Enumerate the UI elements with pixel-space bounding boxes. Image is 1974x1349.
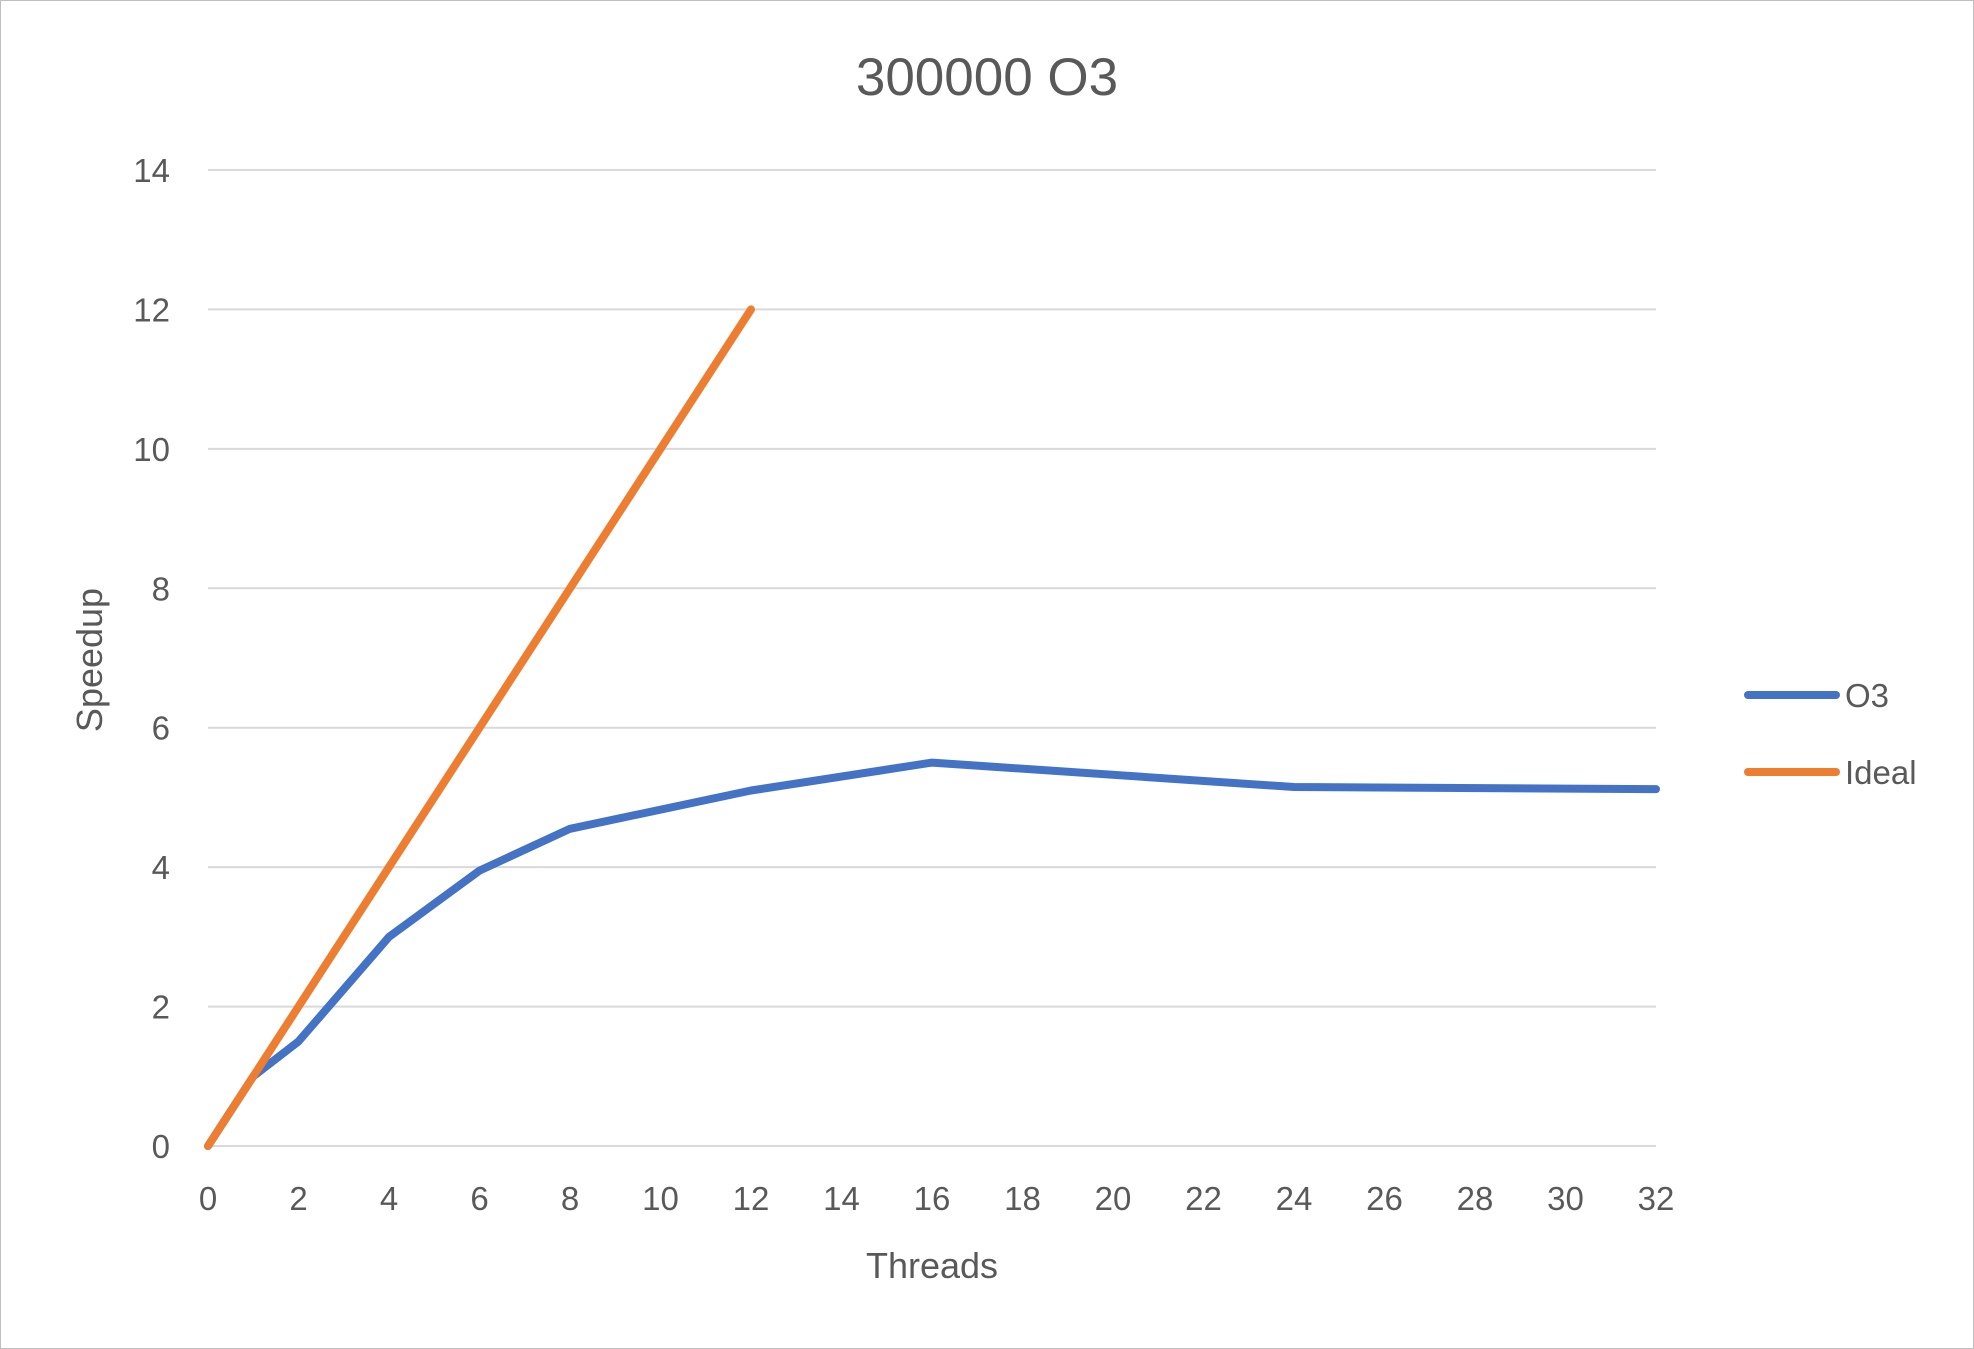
series-line-o3 xyxy=(204,758,1660,1150)
x-tick-label: 0 xyxy=(199,1180,217,1217)
x-tick-label: 6 xyxy=(470,1180,488,1217)
y-tick-label: 2 xyxy=(152,989,170,1026)
series-lines xyxy=(204,305,1660,1150)
x-tick-label: 10 xyxy=(642,1180,679,1217)
y-axis-title: Speedup xyxy=(69,588,110,732)
y-tick-label: 0 xyxy=(152,1128,170,1165)
x-tick-label: 22 xyxy=(1185,1180,1222,1217)
x-axis-ticks: 0 2 4 6 8 10 12 14 16 18 20 22 24 26 28 30 32 xyxy=(199,1180,1675,1217)
y-tick-label: 10 xyxy=(133,431,170,468)
x-tick-label: 30 xyxy=(1547,1180,1584,1217)
x-tick-label: 2 xyxy=(289,1180,307,1217)
chart-title: 300000 O3 xyxy=(856,48,1118,107)
x-tick-label: 18 xyxy=(1004,1180,1041,1217)
legend-label-o3: O3 xyxy=(1845,677,1889,714)
x-tick-label: 32 xyxy=(1638,1180,1675,1217)
legend: O3 Ideal xyxy=(1744,677,1917,791)
x-axis-title: Threads xyxy=(866,1245,998,1286)
x-tick-label: 28 xyxy=(1457,1180,1494,1217)
y-tick-label: 8 xyxy=(152,570,170,607)
x-tick-label: 12 xyxy=(733,1180,770,1217)
y-tick-label: 12 xyxy=(133,291,170,328)
y-tick-label: 4 xyxy=(152,849,170,886)
y-axis-ticks: 0 2 4 6 8 10 12 14 xyxy=(133,152,170,1165)
legend-label-ideal: Ideal xyxy=(1845,754,1917,791)
y-tick-label: 6 xyxy=(152,710,170,747)
x-tick-label: 16 xyxy=(914,1180,951,1217)
x-tick-label: 8 xyxy=(561,1180,579,1217)
y-tick-label: 14 xyxy=(133,152,170,189)
x-tick-label: 24 xyxy=(1276,1180,1313,1217)
x-tick-label: 26 xyxy=(1366,1180,1403,1217)
series-line-ideal xyxy=(204,305,755,1150)
gridlines xyxy=(208,169,1656,1147)
x-tick-label: 4 xyxy=(380,1180,398,1217)
x-tick-label: 14 xyxy=(823,1180,860,1217)
x-tick-label: 20 xyxy=(1095,1180,1132,1217)
